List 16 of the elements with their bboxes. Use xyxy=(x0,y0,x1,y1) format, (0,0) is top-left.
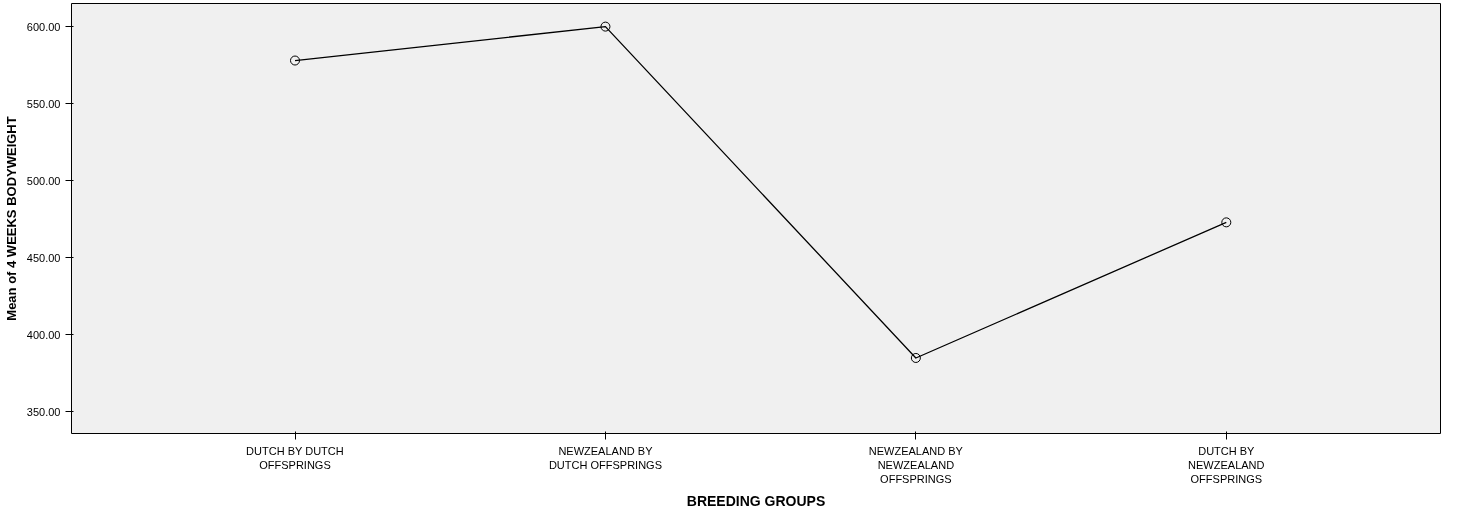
point xyxy=(290,55,301,66)
y-tick-label: 550.00 xyxy=(26,97,61,110)
x-tick-label: DUTCH BY DUTCH OFFSPRINGS xyxy=(246,444,344,471)
x-tick-label: NEWZEALAND BY NEWZEALAND OFFSPRINGS xyxy=(868,444,964,486)
x-axis-title: BREEDING GROUPS xyxy=(686,493,826,510)
x-tick-label: NEWZEALAND BY DUTCH OFFSPRINGS xyxy=(548,444,662,471)
y-tick-label: 500.00 xyxy=(26,174,61,187)
point xyxy=(910,352,921,363)
y-tick-label: 450.00 xyxy=(26,251,61,264)
y-axis-title: Mean of 4 WEEKS BODYWEIGHT xyxy=(3,116,19,321)
y-tick-label: 350.00 xyxy=(26,405,61,418)
y-tick-label: 400.00 xyxy=(26,328,61,341)
point xyxy=(600,21,611,32)
y-tick-label: 600.00 xyxy=(26,20,61,33)
x-tick-label: DUTCH BY NEWZEALAND OFFSPRINGS xyxy=(1188,444,1265,486)
point xyxy=(1221,217,1232,228)
